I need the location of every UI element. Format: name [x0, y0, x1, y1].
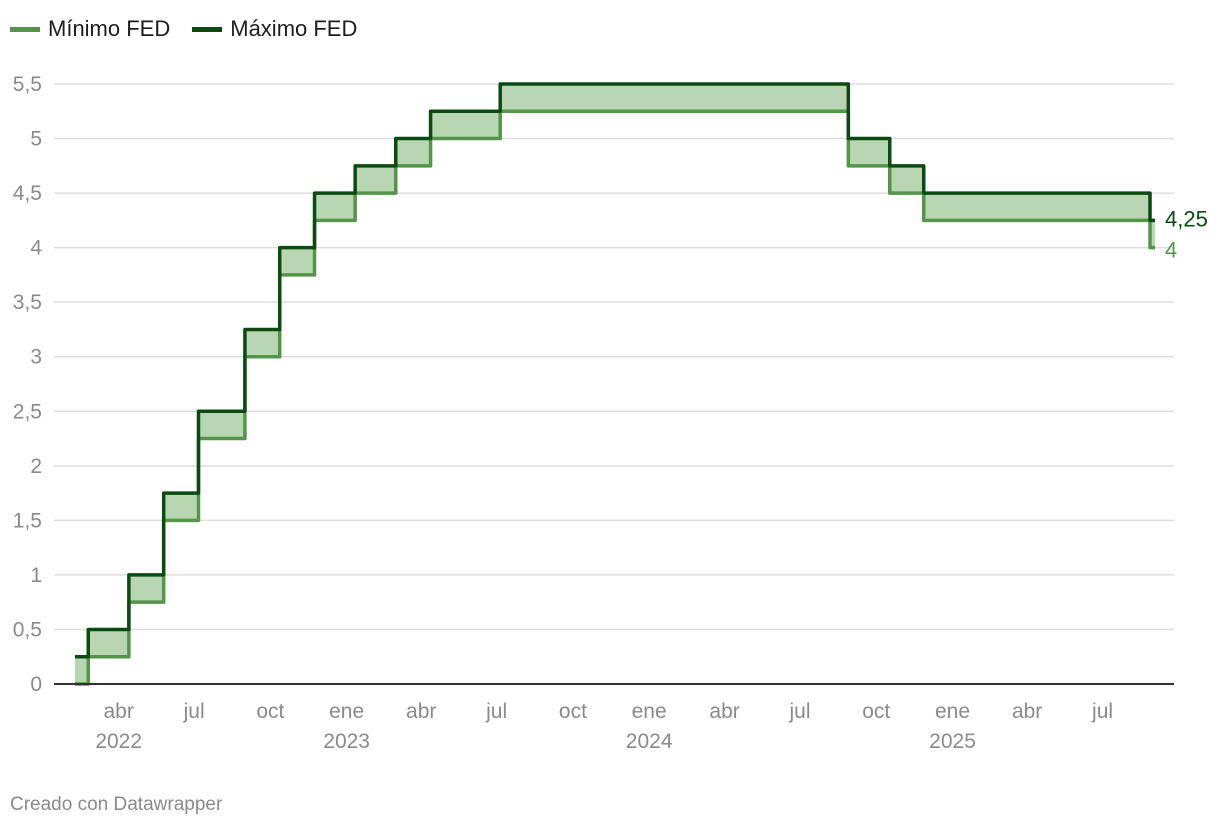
end-label-min: 4 — [1165, 238, 1177, 263]
y-tick-label: 4,5 — [13, 182, 42, 205]
legend-item-max[interactable]: Máximo FED — [192, 16, 357, 42]
legend-swatch-min — [10, 26, 40, 32]
gridlines — [54, 83, 1174, 631]
x-tick-label: ene — [935, 700, 970, 723]
legend-item-min[interactable]: Mínimo FED — [10, 16, 170, 42]
y-tick-label: 1 — [30, 564, 42, 587]
series-line-min — [75, 109, 1155, 686]
range-band-area — [75, 84, 1155, 684]
legend-label-max: Máximo FED — [230, 16, 358, 41]
y-tick-label: 5 — [30, 128, 42, 151]
end-label-max: 4,25 — [1165, 206, 1208, 231]
y-tick-label: 4 — [30, 237, 42, 260]
y-tick-label: 3,5 — [13, 291, 42, 314]
legend-label-min: Mínimo FED — [48, 16, 171, 41]
x-tick-year: 2022 — [95, 730, 142, 753]
range-band — [75, 84, 1155, 684]
x-tick-label: oct — [256, 700, 284, 723]
x-tick-label: ene — [329, 700, 364, 723]
y-tick-label: 2 — [30, 455, 42, 478]
x-tick-label: oct — [559, 700, 587, 723]
y-tick-labels: 0 0,5 1 1,5 2 2,5 3 3,5 4 4,5 5 5,5 — [13, 73, 43, 696]
y-tick-label: 1,5 — [13, 509, 42, 532]
footer-credit: Creado con Datawrapper — [10, 794, 223, 815]
y-tick-label: 5,5 — [13, 73, 42, 96]
y-tick-label: 2,5 — [13, 400, 42, 423]
x-tick-label: oct — [862, 700, 890, 723]
x-tick-year: 2024 — [626, 730, 673, 753]
x-tick-label: abr — [709, 700, 739, 723]
y-tick-label: 3 — [30, 346, 42, 369]
x-tick-label: jul — [485, 700, 507, 723]
x-tick-label: abr — [1012, 700, 1042, 723]
x-tick-label: abr — [104, 700, 134, 723]
x-tick-year: 2025 — [929, 730, 976, 753]
x-tick-label: abr — [406, 700, 436, 723]
x-tick-label: jul — [183, 700, 205, 723]
x-tick-labels: abr 2022 jul oct ene 2023 abr jul oct ene 2024 abr j… — [95, 700, 1113, 753]
series-line-max — [75, 82, 1155, 659]
x-tick-label: jul — [789, 700, 811, 723]
x-tick-label: jul — [1091, 700, 1113, 723]
end-labels: 4,25 4 — [1165, 206, 1208, 262]
legend: Mínimo FED Máximo FED — [10, 16, 357, 42]
series-lines — [75, 82, 1155, 686]
y-tick-label: 0,5 — [13, 618, 42, 641]
x-tick-year: 2023 — [323, 730, 370, 753]
x-tick-label: ene — [632, 700, 667, 723]
legend-swatch-max — [192, 26, 223, 32]
y-tick-label: 0 — [30, 673, 42, 696]
